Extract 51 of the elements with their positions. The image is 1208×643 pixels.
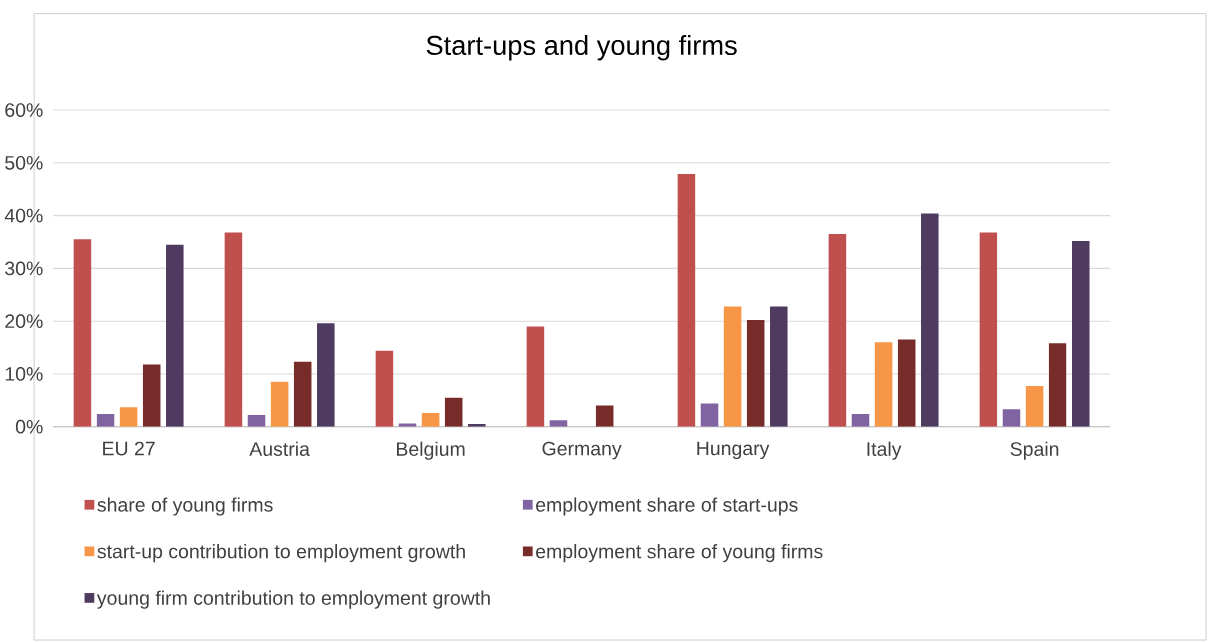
bar <box>1002 409 1021 427</box>
y-tick-label: 40% <box>4 208 43 223</box>
x-tick-label: Belgium <box>397 441 465 460</box>
y-tick-label: 10% <box>5 367 43 381</box>
bar <box>979 232 998 427</box>
y-tick-label: 50% <box>5 155 43 170</box>
legend-label: employment share of start-ups <box>536 497 798 516</box>
bar <box>421 412 440 427</box>
bar <box>874 342 893 427</box>
y-tick-label: 0% <box>15 419 43 434</box>
bar <box>444 397 463 427</box>
legend-label: young firm contribution to employment growth <box>96 590 490 609</box>
bar <box>317 323 335 427</box>
bar <box>851 414 870 427</box>
x-tick-label: Hungary <box>697 441 770 460</box>
x-tick-label: Germany <box>542 441 622 460</box>
bar <box>770 306 788 427</box>
bar <box>700 403 719 427</box>
bar <box>166 244 184 427</box>
bar <box>73 239 92 427</box>
bar <box>921 213 939 427</box>
bar <box>1048 343 1067 427</box>
y-tick-label: 20% <box>5 314 43 329</box>
bar <box>270 381 289 427</box>
legend-label: employment share of young firms <box>536 544 823 563</box>
bar <box>247 415 266 427</box>
bar <box>293 361 312 427</box>
bar <box>1025 386 1044 427</box>
y-tick-label: 30% <box>5 261 43 276</box>
chart-title: Start-ups and young firms <box>426 35 737 61</box>
bar <box>723 306 742 427</box>
bar <box>96 414 115 427</box>
bar <box>1072 240 1090 427</box>
bar <box>828 234 847 427</box>
legend-label: start-up contribution to employment growth <box>97 544 465 563</box>
x-tick-label: EU 27 <box>103 441 155 456</box>
x-tick-label: Spain <box>1010 441 1059 460</box>
bar <box>549 420 568 427</box>
bar <box>526 326 545 427</box>
x-tick-label: Italy <box>867 441 902 460</box>
bar <box>375 350 394 427</box>
legend-label: share of young firms <box>97 497 273 516</box>
y-tick-label: 60% <box>5 103 43 117</box>
bar <box>224 232 243 427</box>
bar <box>142 364 161 427</box>
bar <box>119 407 138 427</box>
bar <box>897 339 916 427</box>
bar <box>746 320 765 427</box>
x-tick-label: Austria <box>249 441 310 456</box>
bar <box>677 173 696 427</box>
bar <box>595 405 614 427</box>
